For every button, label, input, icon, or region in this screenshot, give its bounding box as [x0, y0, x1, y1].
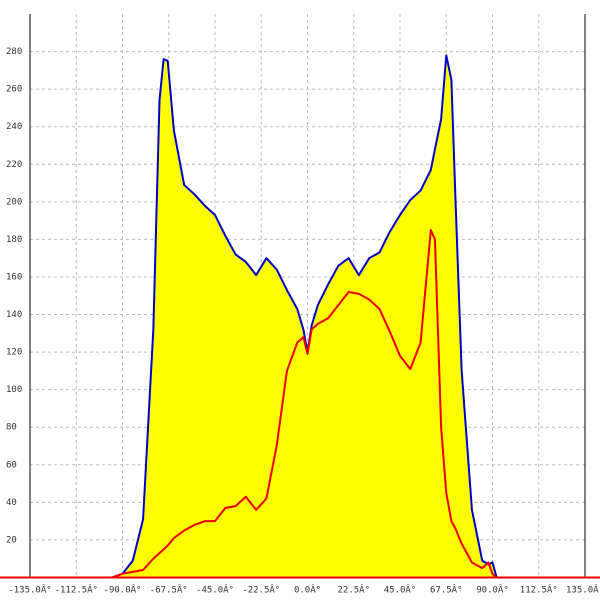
y-tick-label: 260	[6, 85, 22, 95]
x-tick-label: -67.5Â°	[150, 584, 188, 596]
x-tick-label: -135.0Â°	[8, 584, 51, 596]
y-tick-label: 240	[6, 122, 22, 132]
x-tick-label: -90.0Â°	[104, 584, 142, 596]
x-tick-label: 22.5Â°	[337, 584, 370, 596]
series-line	[111, 54, 503, 579]
y-tick-label: 60	[6, 460, 17, 470]
y-tick-label: 100	[6, 385, 22, 395]
y-tick-label: 140	[6, 310, 22, 320]
x-tick-label: 0.0Â°	[294, 584, 321, 596]
series-line	[111, 229, 503, 579]
y-tick-label: 40	[6, 498, 17, 508]
x-tick-label: -112.5Â°	[55, 584, 98, 596]
y-tick-label: 200	[6, 197, 22, 207]
x-tick-label: 112.5Â°	[520, 584, 558, 596]
y-tick-label: 80	[6, 423, 17, 433]
y-tick-label: 160	[6, 272, 22, 282]
x-tick-label: 45.0Â°	[384, 584, 417, 596]
x-tick-label: -45.0Â°	[196, 584, 234, 596]
y-tick-label: 20	[6, 535, 17, 545]
x-tick-label: 67.5Â°	[430, 584, 463, 596]
x-tick-label: 90.0Â°	[476, 584, 509, 596]
x-tick-label: -22.5Â°	[242, 584, 280, 596]
x-tick-label: 135.0Â°	[566, 584, 600, 596]
y-tick-label: 220	[6, 160, 22, 170]
y-tick-label: 120	[6, 348, 22, 358]
y-tick-label: 280	[6, 47, 22, 57]
y-tick-label: 180	[6, 235, 22, 245]
